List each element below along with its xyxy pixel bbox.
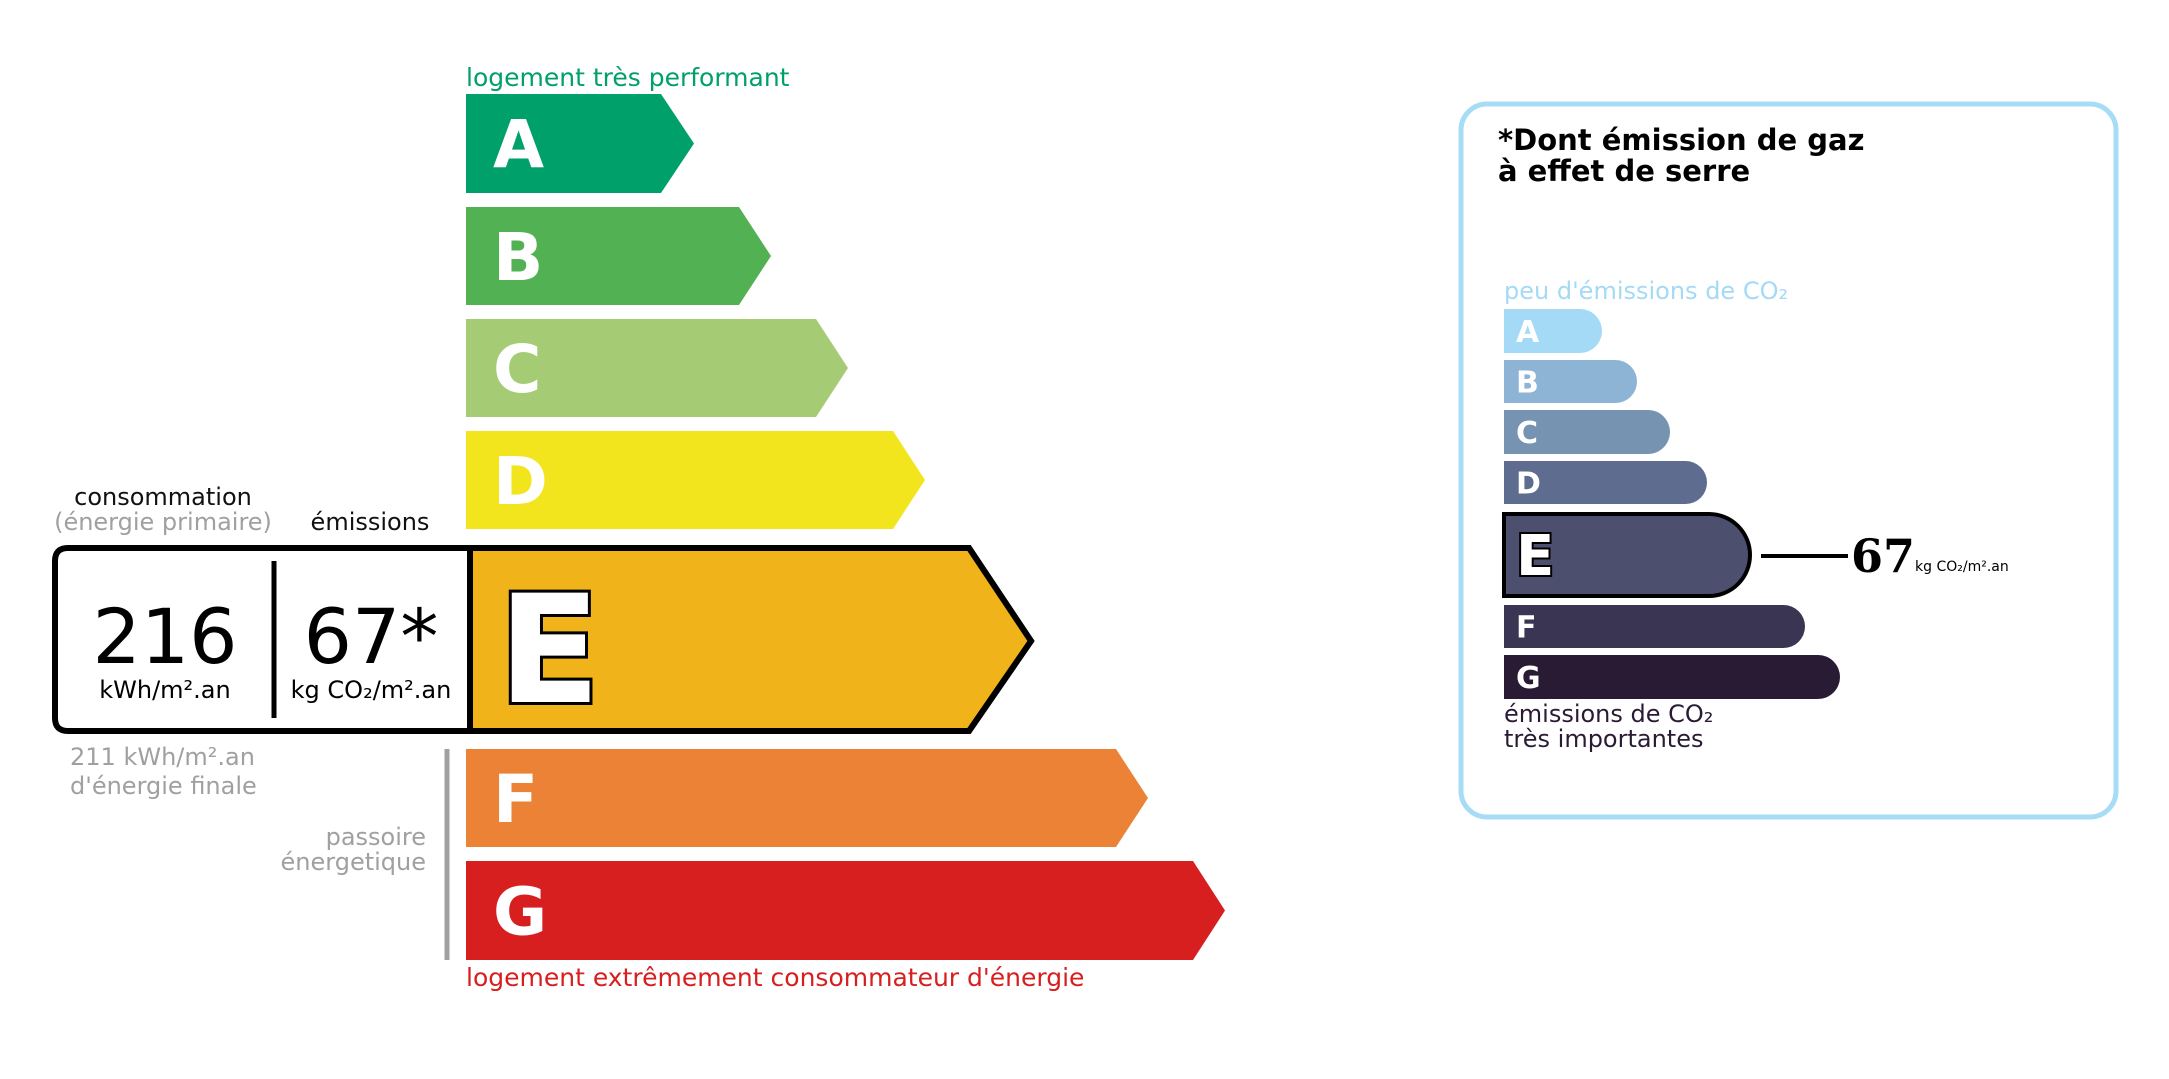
consumption-label: consommation — [74, 483, 252, 511]
ghg-unit: kg CO₂/m².an — [1915, 559, 2009, 575]
ghg-class-f-bar — [1504, 605, 1805, 648]
ghg-class-f-letter: F — [1516, 611, 1537, 646]
ghg-top-label: peu d'émissions de CO₂ — [1504, 277, 1788, 305]
energy-class-a-letter: A — [493, 107, 544, 184]
energy-class-b-letter: B — [493, 219, 543, 296]
energy-class-f-letter: F — [493, 761, 538, 838]
energy-class-g-letter: G — [493, 874, 547, 951]
ghg-class-d-bar — [1504, 461, 1707, 504]
final-energy-label: d'énergie finale — [70, 772, 257, 800]
consumption-sublabel: (énergie primaire) — [54, 508, 272, 536]
consumption-value: 216 — [92, 592, 237, 681]
emissions-unit: kg CO₂/m².an — [291, 676, 452, 704]
passoire-label-1: passoire — [326, 823, 426, 851]
passoire-label-2: énergetique — [281, 848, 426, 876]
energy-current-letter: E — [498, 564, 600, 738]
ghg-class-a-letter: A — [1516, 315, 1540, 350]
ghg-class-a-bar — [1504, 309, 1602, 353]
energy-class-g-bar — [466, 861, 1225, 960]
ghg-bottom-label-1: émissions de CO₂ — [1504, 700, 1713, 728]
ghg-class-e-letter: E — [1516, 524, 1554, 589]
energy-class-a-bar — [466, 94, 694, 193]
ghg-class-g-bar — [1504, 655, 1840, 699]
ghg-bottom-label-2: très importantes — [1504, 725, 1704, 753]
final-energy-value: 211 kWh/m².an — [70, 743, 255, 771]
emissions-label: émissions — [311, 508, 430, 536]
energy-class-f-bar — [466, 749, 1148, 847]
energy-class-d-letter: D — [493, 443, 548, 520]
ghg-class-c-bar — [1504, 410, 1670, 454]
emissions-value: 67* — [304, 592, 439, 681]
energy-bottom-label: logement extrêmement consommateur d'éner… — [466, 963, 1084, 992]
energy-current-arrow — [467, 545, 1035, 734]
energy-class-d-bar — [466, 431, 925, 529]
ghg-class-e-bar — [1502, 512, 1752, 598]
ghg-title-2: à effet de serre — [1498, 154, 1750, 188]
ghg-value: 67 — [1851, 529, 1915, 583]
energy-class-c-bar — [466, 319, 848, 417]
consumption-unit: kWh/m².an — [99, 676, 230, 704]
ghg-class-b-letter: B — [1516, 366, 1539, 401]
ghg-class-d-letter: D — [1516, 467, 1541, 502]
energy-class-c-letter: C — [493, 331, 541, 408]
ghg-title-1: *Dont émission de gaz — [1498, 123, 1864, 157]
ghg-class-g-letter: G — [1516, 661, 1541, 696]
ghg-class-b-bar — [1504, 360, 1637, 403]
energy-top-label: logement très performant — [466, 63, 790, 92]
energy-class-b-bar — [466, 207, 771, 305]
ghg-class-c-letter: C — [1516, 416, 1538, 451]
